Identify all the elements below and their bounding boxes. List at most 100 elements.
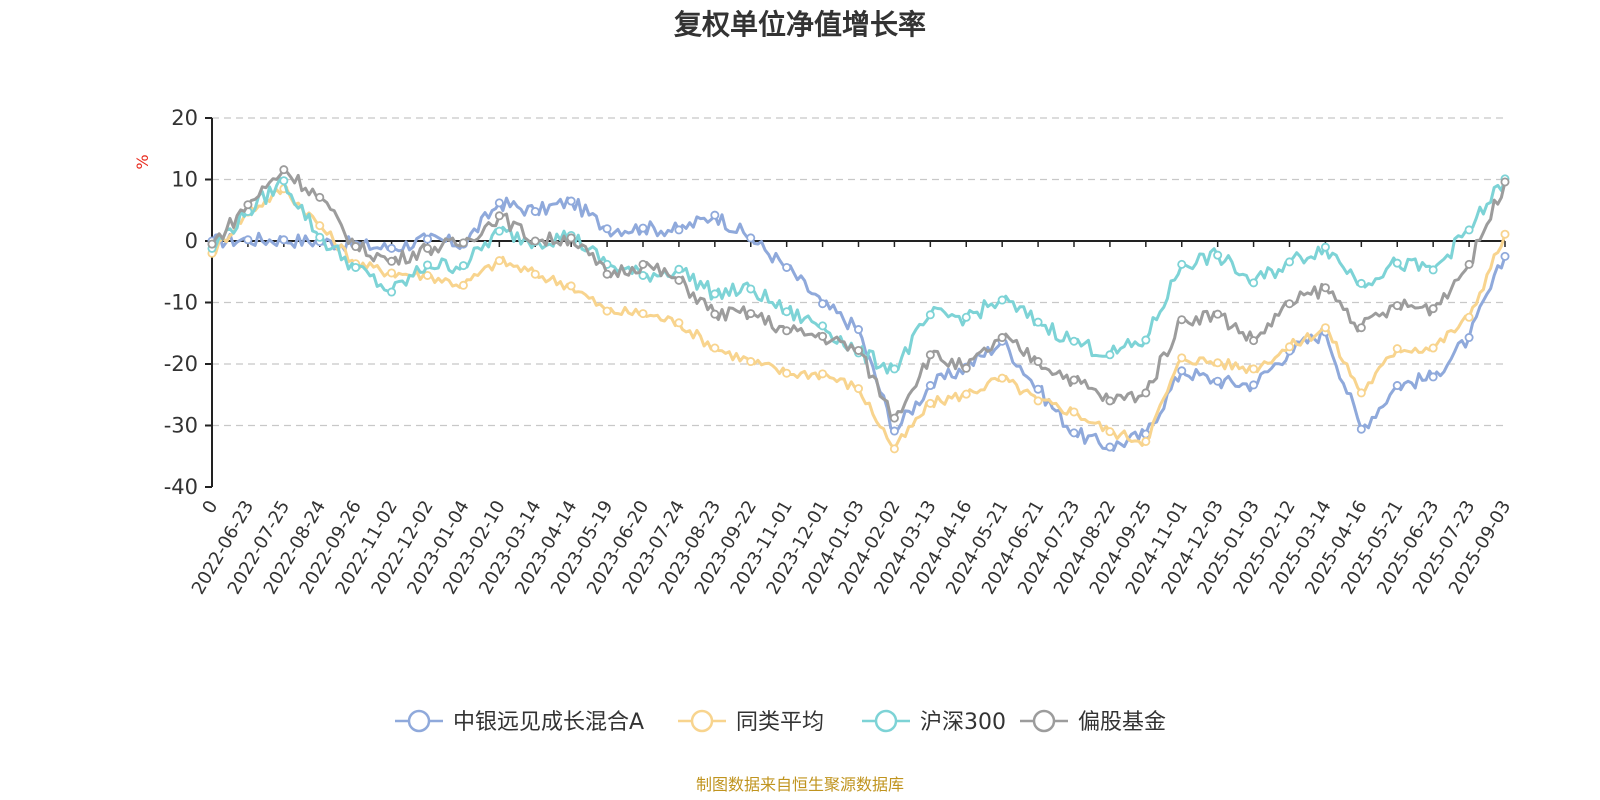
data-point [1213, 358, 1223, 368]
data-point [1033, 317, 1043, 327]
data-point [494, 198, 504, 208]
data-point [315, 221, 325, 231]
data-point [1500, 251, 1510, 261]
legend-marker-icon [874, 709, 898, 733]
data-point [566, 233, 576, 243]
data-point [782, 262, 792, 272]
data-point [710, 289, 720, 299]
data-point [1356, 424, 1366, 434]
data-point [710, 309, 720, 319]
data-point [854, 345, 864, 355]
y-tick-label: -10 [164, 291, 198, 315]
data-point [1069, 336, 1079, 346]
data-point [387, 268, 397, 278]
legend-marker-icon [690, 709, 714, 733]
data-point [387, 287, 397, 297]
data-point [1069, 407, 1079, 417]
data-point [1141, 436, 1151, 446]
legend-item[interactable]: 中银远见成长混合A [395, 709, 644, 735]
data-point [494, 226, 504, 236]
data-point [782, 307, 792, 317]
data-point [1033, 396, 1043, 406]
data-point [818, 299, 828, 309]
data-point [925, 310, 935, 320]
data-point [818, 369, 828, 379]
data-point [638, 270, 648, 280]
series-line [210, 196, 1507, 452]
data-point [1141, 388, 1151, 398]
data-point [315, 232, 325, 242]
legend-item[interactable]: 同类平均 [678, 709, 824, 735]
data-point [1356, 388, 1366, 398]
data-point [458, 238, 468, 248]
data-point [279, 165, 289, 175]
data-point [1285, 342, 1295, 352]
legend-item[interactable]: 偏股基金 [1020, 709, 1166, 735]
data-point [1177, 315, 1187, 325]
data-point [351, 242, 361, 252]
data-source-note: 制图数据来自恒生聚源数据库 [696, 775, 904, 794]
data-point [997, 333, 1007, 343]
data-point [530, 206, 540, 216]
data-point [351, 262, 361, 272]
data-point [1285, 257, 1295, 267]
x-tick-label: 0 [198, 497, 222, 517]
data-point [1428, 304, 1438, 314]
data-point [422, 260, 432, 270]
legend-marker-icon [1032, 709, 1056, 733]
data-point [602, 269, 612, 279]
data-point [1392, 381, 1402, 391]
data-point [961, 312, 971, 322]
legend-item[interactable]: 沪深300 [862, 709, 1006, 735]
y-tick-label: -30 [164, 414, 198, 438]
data-point [1177, 353, 1187, 363]
data-point [710, 210, 720, 220]
data-point [1105, 427, 1115, 437]
data-point [279, 235, 289, 245]
data-point [997, 373, 1007, 383]
data-point [889, 426, 899, 436]
y-axis-ticks: -40 -30 -20 -10 0 10 20 [164, 106, 198, 499]
data-point [782, 368, 792, 378]
data-point [1285, 299, 1295, 309]
data-point [854, 325, 864, 335]
data-point [1177, 366, 1187, 376]
data-point [638, 223, 648, 233]
data-point [494, 256, 504, 266]
data-point [1500, 229, 1510, 239]
data-point [1464, 333, 1474, 343]
data-point [818, 321, 828, 331]
data-point [1320, 242, 1330, 252]
legend-label: 沪深300 [920, 710, 1006, 735]
data-point [746, 284, 756, 294]
y-tick-label: 0 [185, 229, 198, 253]
data-point [207, 239, 217, 249]
data-point [458, 261, 468, 271]
data-point [1249, 336, 1259, 346]
data-point [925, 350, 935, 360]
data-point [1500, 177, 1510, 187]
data-point [1428, 265, 1438, 275]
y-tick-label: 20 [171, 106, 198, 130]
data-point [1320, 283, 1330, 293]
y-tick-label: -40 [164, 475, 198, 499]
data-point [1464, 259, 1474, 269]
data-point [422, 270, 432, 280]
data-point [243, 200, 253, 210]
data-point [925, 398, 935, 408]
data-point [889, 413, 899, 423]
data-point [1392, 258, 1402, 268]
y-axis-unit-label: % [133, 154, 152, 169]
series-line [210, 168, 1507, 420]
data-point [1249, 278, 1259, 288]
data-point [1392, 301, 1402, 311]
data-point [1320, 323, 1330, 333]
data-point [1392, 344, 1402, 354]
data-point [782, 326, 792, 336]
data-point [1105, 350, 1115, 360]
series-group [207, 165, 1510, 423]
data-point [602, 306, 612, 316]
data-point [1033, 357, 1043, 367]
legend-label: 同类平均 [736, 710, 824, 735]
data-point [422, 234, 432, 244]
